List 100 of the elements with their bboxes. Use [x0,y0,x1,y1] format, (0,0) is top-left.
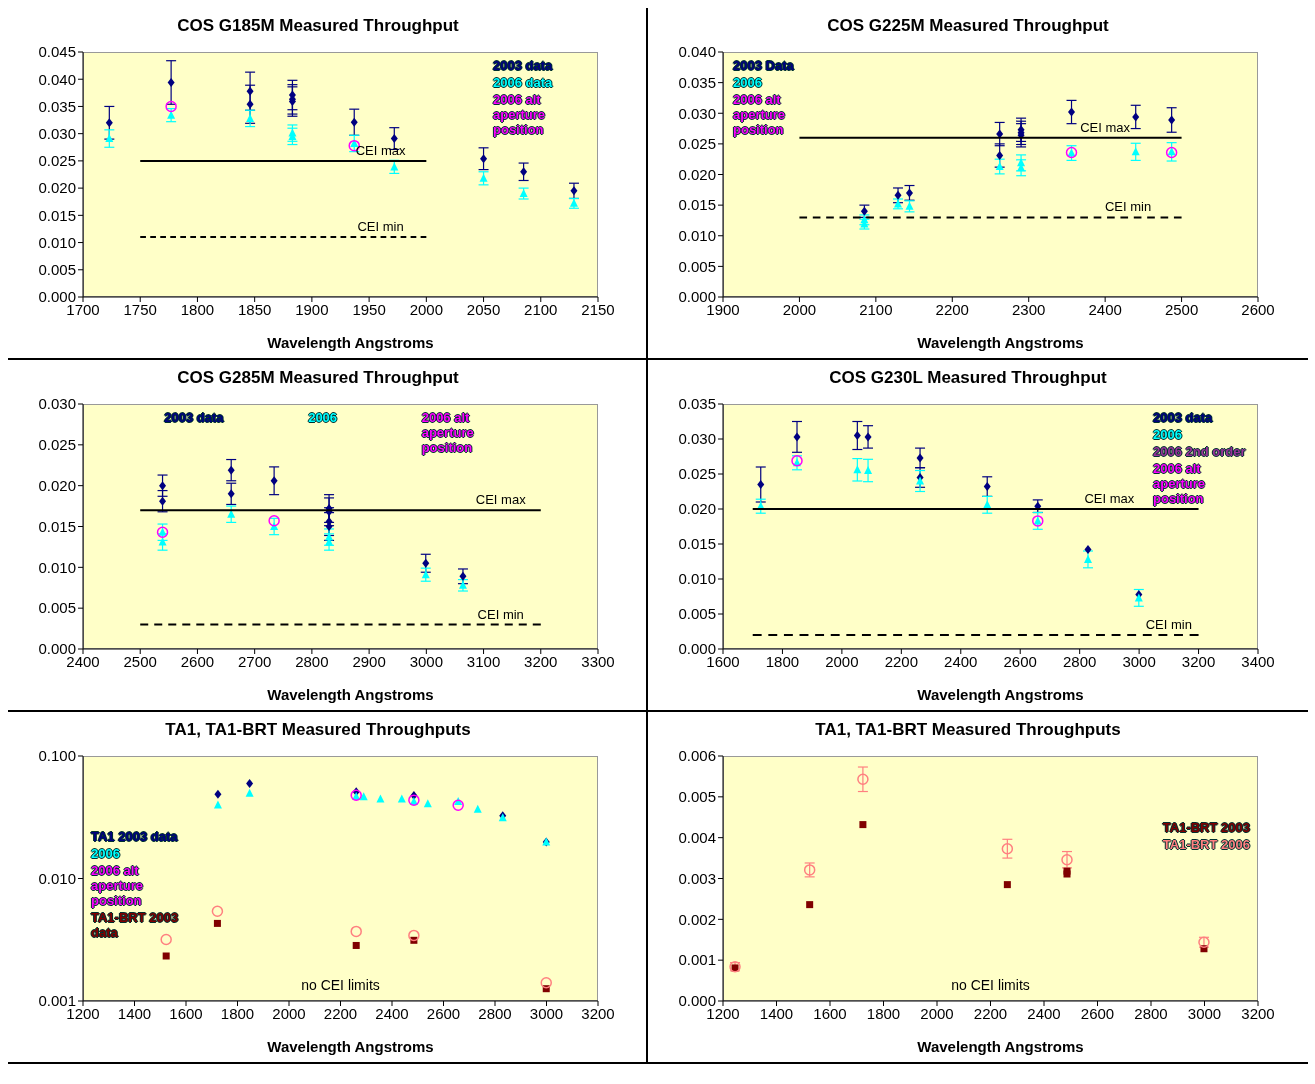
annotation: CEI min [1104,199,1152,215]
text: 2006 alt aperture position [91,862,145,908]
y-tick-label: 0.040 [678,43,716,61]
x-axis-title: Wavelength Angstroms [266,1038,435,1055]
y-tick-label: 0.020 [678,165,716,183]
x-tick-label: 2200 [884,652,919,670]
annotation: CEI min [357,219,404,235]
x-tick-label: 2400 [1088,300,1122,318]
x-tick-label: 2500 [1164,300,1199,318]
x-tick-label: 1750 [123,300,157,318]
y-tick-label: 0.035 [38,97,76,115]
x-tick-label: 2600 [1241,300,1275,318]
x-tick-label: 3100 [466,652,501,670]
y-tick-label: 0.005 [678,788,716,806]
text: 2003 Data [733,58,795,73]
text: 2006 alt aperture position [1153,461,1207,506]
x-tick-label: 1800 [220,1004,255,1022]
x-tick-label: 2600 [1080,1004,1115,1022]
y-tick-label: 0.030 [678,104,716,122]
y-tick-label: 0.040 [38,70,76,88]
y-tick-label: 0.005 [38,599,76,617]
chart-title: TA1, TA1-BRT Measured Throughputs [164,720,472,740]
y-tick-label: 0.004 [678,828,716,846]
y-tick-label: 0.003 [678,869,716,887]
series-label: TA1-BRT 2003 data [91,909,180,940]
y-tick-label: 0.000 [38,288,76,306]
y-tick-label: 0.015 [678,535,716,553]
y-tick-label: 0.001 [38,992,76,1010]
y-tick-label: 0.005 [678,257,716,275]
annotation: no CEI limits [300,977,381,993]
text: 2006 alt aperture position [493,92,547,137]
y-tick-label: 0.005 [678,605,716,623]
x-tick-label: 1400 [759,1004,794,1022]
y-tick-label: 0.025 [38,152,76,170]
annotation: CEI max [355,142,406,158]
annotation: CEI max [475,492,527,508]
text: TA1 2003 data [91,828,179,844]
y-tick-label: 0.000 [678,288,716,306]
x-tick-label: 3200 [1181,652,1216,670]
x-tick-label: 3000 [1122,652,1156,670]
x-tick-label: 1800 [765,652,800,670]
y-tick-label: 0.030 [38,124,76,142]
text: TA1-BRT 2003 [1162,819,1250,835]
x-tick-label: 2700 [237,652,272,670]
x-tick-label: 2400 [375,1004,409,1022]
x-tick-label: 2800 [478,1004,512,1022]
x-tick-label: 2200 [935,300,969,318]
x-tick-label: 1950 [352,300,386,318]
x-tick-label: 2900 [352,652,386,670]
text: 2003 data [164,410,224,425]
x-tick-label: 3200 [1241,1004,1275,1022]
y-tick-label: 0.015 [678,196,716,214]
y-tick-label: 0.000 [38,640,76,658]
x-tick-label: 2150 [581,300,615,318]
y-tick-label: 0.020 [38,476,76,494]
x-tick-label: 2600 [1003,652,1037,670]
x-tick-label: 2800 [1062,652,1097,670]
annotation: no CEI limits [950,977,1031,993]
text: 2006 data [493,75,553,90]
x-tick-label: 1900 [295,300,329,318]
y-tick-label: 0.025 [678,465,716,483]
text: 2003 data [493,58,553,73]
y-tick-label: 0.035 [678,395,716,413]
y-tick-label: 0.025 [38,436,76,454]
y-tick-label: 0.010 [678,227,716,245]
x-tick-label: 2600 [426,1004,461,1022]
x-tick-label: 3000 [1187,1004,1222,1022]
x-tick-label: 2000 [825,652,859,670]
y-tick-label: 0.035 [678,73,716,91]
y-tick-label: 0.000 [678,992,716,1010]
x-tick-label: 2800 [1134,1004,1168,1022]
x-axis-title: Wavelength Angstroms [916,686,1085,703]
y-tick-label: 0.015 [38,206,76,224]
x-axis-title: Wavelength Angstroms [916,1038,1085,1055]
y-tick-label: 0.006 [678,747,716,765]
text: 2006 alt aperture position [421,410,475,455]
text: 2006 [733,75,763,90]
x-tick-label: 1850 [237,300,272,318]
text: 2006 [91,845,121,861]
x-tick-label: 3000 [409,652,444,670]
legend-label: 2006 2nd order [1153,444,1246,459]
y-tick-label: 0.020 [38,179,76,197]
y-tick-label: 0.045 [38,43,76,61]
x-tick-label: 2400 [1027,1004,1061,1022]
chart-title: COS G185M Measured Throughput [176,16,460,36]
x-tick-label: 2100 [524,300,558,318]
chart-title: COS G285M Measured Throughput [176,368,460,388]
x-tick-label: 2200 [323,1004,358,1022]
x-tick-label: 3200 [581,1004,615,1022]
text: 2006 [308,410,338,425]
y-tick-label: 0.010 [38,233,76,251]
x-tick-label: 2500 [123,652,157,670]
annotation: CEI min [477,606,524,622]
x-axis-title: Wavelength Angstroms [266,686,435,703]
text: 2006 [1153,427,1182,442]
y-tick-label: 0.010 [678,570,716,588]
x-tick-label: 1800 [866,1004,901,1022]
y-tick-label: 0.030 [678,430,716,448]
x-tick-label: 2400 [944,652,978,670]
x-tick-label: 3000 [529,1004,564,1022]
